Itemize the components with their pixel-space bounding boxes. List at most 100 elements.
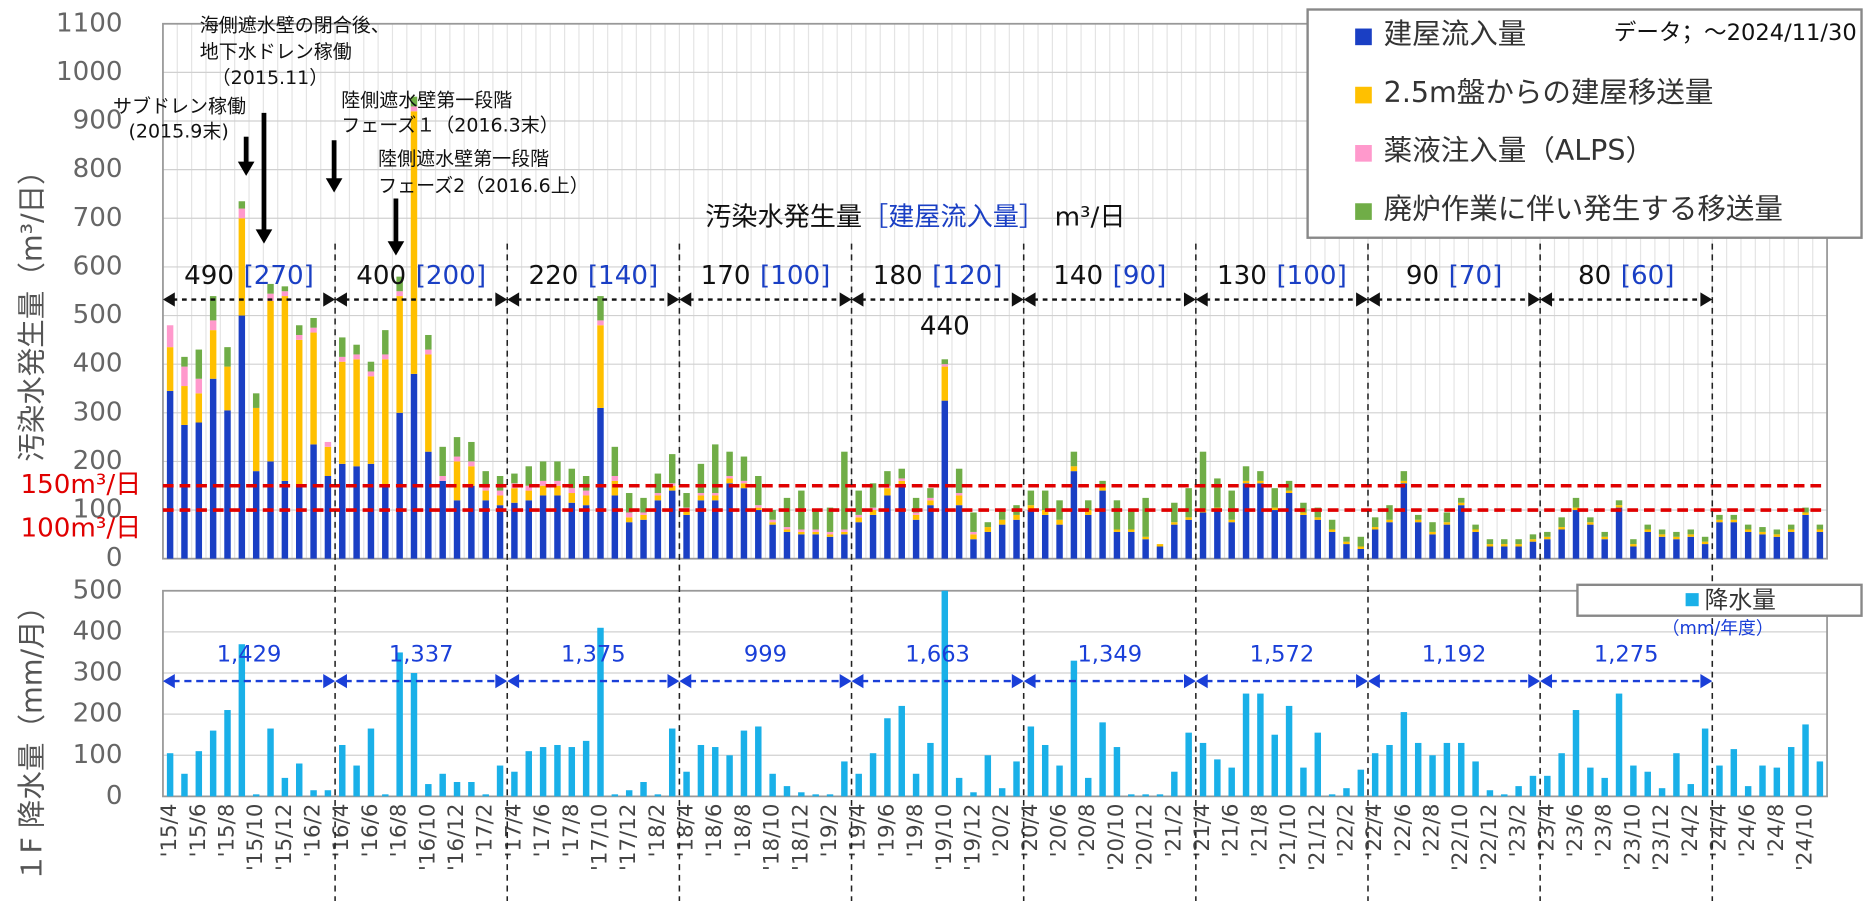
bar (1615, 693, 1623, 797)
bar (611, 476, 619, 481)
bar (812, 794, 819, 797)
bar (310, 327, 317, 333)
bar (1658, 788, 1666, 797)
bar (611, 794, 619, 797)
bar (1099, 490, 1106, 559)
bar (410, 106, 418, 112)
bar (1242, 483, 1250, 559)
bar (439, 476, 446, 481)
bar (855, 490, 862, 515)
bar (1544, 531, 1551, 537)
caption: 汚染水発生量［建屋流入量］ m³/日 (705, 202, 1125, 232)
bar (783, 527, 791, 530)
arrow-head (1011, 673, 1024, 689)
bar (224, 366, 231, 411)
bar (683, 493, 690, 508)
bar (568, 488, 576, 494)
bar (998, 524, 1006, 559)
bar (281, 777, 289, 797)
bar (238, 201, 246, 209)
bar (1386, 522, 1393, 559)
bar (1271, 488, 1278, 508)
bar (970, 792, 977, 797)
bar (1673, 539, 1680, 559)
bar (1687, 534, 1694, 537)
bar (1099, 485, 1106, 491)
bar (482, 485, 489, 491)
bar (812, 529, 819, 532)
x-tick-label: '20/4 (1018, 804, 1043, 858)
bar (525, 751, 532, 797)
bar (769, 773, 776, 797)
bar (1085, 510, 1092, 515)
arrow-head (1528, 673, 1541, 689)
bar (955, 495, 963, 506)
event-text: 海側遮水壁の閉合後、 (200, 15, 390, 37)
arrow-head (1356, 673, 1368, 689)
bar (1644, 529, 1651, 532)
bar (755, 510, 762, 559)
bar (410, 373, 418, 559)
bar (1802, 724, 1809, 797)
rain-period-total: 1,663 (905, 641, 970, 667)
bar (1214, 759, 1221, 797)
bar (1644, 531, 1651, 559)
bar (912, 512, 920, 515)
x-tick-label: '17/2 (473, 804, 498, 858)
rain-period-total: 1,275 (1594, 641, 1659, 667)
bar (1070, 451, 1078, 467)
caption-highlight: ［建屋流入量］ (862, 202, 1045, 232)
bar (1773, 534, 1781, 537)
x-tick-label: '16/4 (329, 804, 354, 858)
arrow-head (1367, 292, 1380, 307)
bar (1443, 512, 1451, 523)
x-tick-label: '22/4 (1362, 804, 1387, 858)
bar (1171, 522, 1178, 525)
bar (998, 510, 1006, 520)
bar (496, 495, 504, 506)
bar (1371, 529, 1379, 559)
arrow-head (839, 292, 852, 307)
bar (410, 111, 418, 374)
bar (224, 347, 231, 367)
y-tick-label: 0 (106, 543, 123, 573)
bar (367, 376, 375, 464)
bar (209, 378, 217, 559)
bar (769, 519, 776, 523)
rain-period-total: 1,349 (1077, 641, 1142, 667)
bar (912, 514, 920, 520)
bar (640, 782, 647, 797)
bar (625, 517, 633, 523)
reference-label: 150m³/日 (21, 470, 142, 500)
bar (1558, 529, 1565, 559)
bar (1099, 722, 1106, 797)
bar (640, 519, 647, 559)
x-tick-label: '18/4 (674, 804, 699, 858)
bar (755, 507, 762, 511)
bar (568, 747, 576, 797)
bar (826, 536, 834, 559)
bar (511, 502, 518, 559)
bar (597, 320, 604, 326)
bar (539, 747, 547, 797)
bar (712, 747, 719, 797)
bar (1716, 522, 1723, 559)
bar (582, 490, 590, 496)
arrow-head (1195, 292, 1208, 307)
bar (295, 339, 303, 486)
bar (1199, 512, 1207, 559)
y-tick-label: 400 (73, 616, 123, 646)
bar (1673, 536, 1680, 540)
bar (1630, 544, 1637, 547)
y-tick-label: 1000 (56, 57, 123, 87)
bar (224, 710, 231, 797)
bar (1328, 519, 1336, 530)
bar (1716, 519, 1723, 523)
bar (181, 424, 188, 559)
bar (1257, 483, 1264, 559)
arrow-head (851, 292, 864, 307)
bar (1414, 519, 1422, 523)
bar (1041, 510, 1049, 515)
bar (1515, 786, 1522, 797)
bar (195, 378, 203, 394)
